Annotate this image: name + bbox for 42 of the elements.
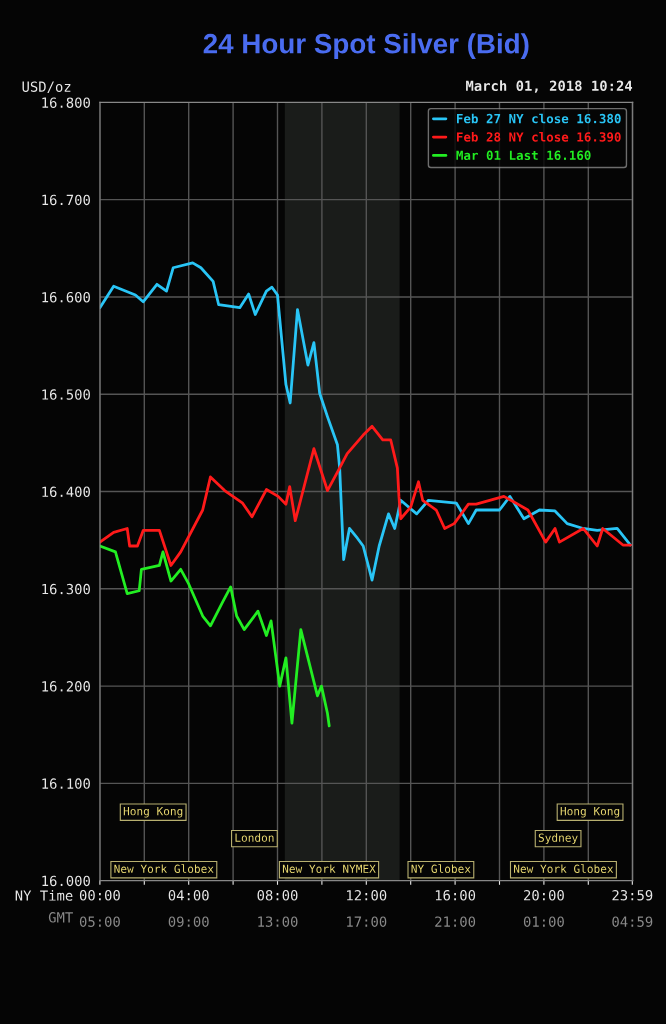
legend-label: Mar 01 Last 16.160 <box>456 150 591 161</box>
y-tick-label: 16.400 <box>42 486 90 498</box>
annotation: New York Globex <box>514 864 614 873</box>
x2-tick-label: 01:00 <box>523 916 564 927</box>
x2-tick-label: 13:00 <box>258 916 298 927</box>
x2-tick-label: 17:00 <box>347 916 387 927</box>
x-tick-label: 16:00 <box>435 889 476 901</box>
annotation: Hong Kong <box>560 807 620 818</box>
x2-tick-label: 05:00 <box>79 916 120 927</box>
annotation: NY Globex <box>411 864 471 873</box>
line-series <box>99 544 331 728</box>
x-tick-label: 08:00 <box>257 889 298 901</box>
annotation: Sydney <box>538 833 578 845</box>
annotation: New York Globex <box>114 864 214 873</box>
y-tick-label: 16.700 <box>42 194 90 206</box>
x2-tick-label: 09:00 <box>168 916 209 927</box>
x-tick-label: 20:00 <box>524 889 564 901</box>
line-series <box>99 261 632 582</box>
y-axis-title: USD/oz <box>22 81 71 94</box>
y-tick-label: 16.100 <box>42 778 90 789</box>
annotation: London <box>235 833 274 842</box>
chart-subtitle: March 01, 2018 10:24 <box>466 80 633 93</box>
y-tick-label: 16.500 <box>42 389 90 400</box>
legend-label: Feb 27 NY close 16.380 <box>457 113 621 124</box>
x2-tick-label: 21:00 <box>435 916 476 927</box>
x-tick-label: 04:00 <box>168 889 209 901</box>
legend-label: Feb 28 NY close 16.390 <box>457 132 621 142</box>
x-tick-label: 23:59 <box>612 889 653 901</box>
y-tick-label: 16.000 <box>42 875 90 887</box>
y-tick-label: 16.800 <box>42 97 90 108</box>
annotation: Hong Kong <box>123 807 183 818</box>
chart-title: 24 Hour Spot Silver (Bid) <box>203 33 529 60</box>
x2-tick-label: 04:59 <box>612 916 653 927</box>
line-series <box>99 424 632 567</box>
x2-axis-title: GMT <box>48 912 73 923</box>
x-tick-label: 00:00 <box>79 889 120 901</box>
annotation: New York NYMEX <box>282 864 376 873</box>
y-tick-label: 16.300 <box>42 583 90 595</box>
x-axis-title: NY Time <box>15 890 73 901</box>
x-tick-label: 12:00 <box>347 889 387 901</box>
y-tick-label: 16.200 <box>42 681 90 692</box>
y-tick-label: 16.600 <box>42 291 90 303</box>
